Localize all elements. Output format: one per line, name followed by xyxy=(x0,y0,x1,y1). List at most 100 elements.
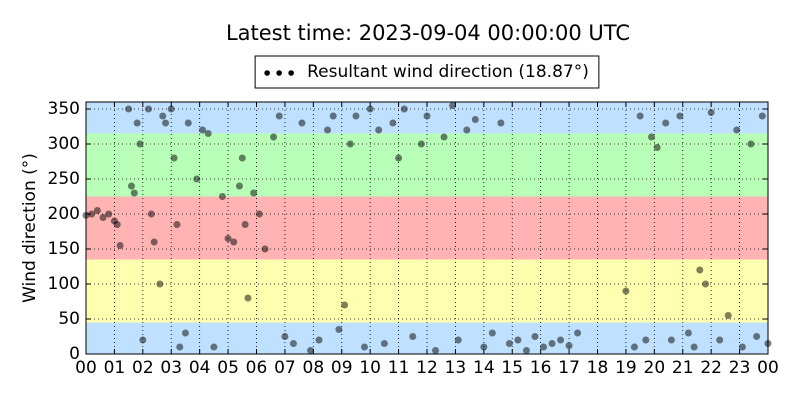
point xyxy=(193,175,201,183)
point xyxy=(346,140,354,148)
point xyxy=(557,336,565,344)
point xyxy=(758,112,766,120)
y-tick-label: 350 xyxy=(48,99,80,119)
point xyxy=(176,343,184,351)
point xyxy=(113,221,121,228)
point xyxy=(690,343,698,351)
point xyxy=(389,119,397,127)
point xyxy=(417,140,425,148)
point xyxy=(497,119,505,127)
point xyxy=(423,112,431,120)
legend-dot xyxy=(288,70,294,76)
point xyxy=(204,130,212,137)
point xyxy=(488,329,496,337)
x-tick-label: 09 xyxy=(331,358,353,378)
point xyxy=(522,347,530,354)
point xyxy=(244,294,252,302)
point xyxy=(647,133,655,141)
point xyxy=(162,119,170,127)
point xyxy=(298,119,306,127)
x-tick-label: 15 xyxy=(501,358,523,378)
point xyxy=(360,343,368,351)
y-tick-label: 300 xyxy=(48,134,80,154)
x-tick-label: 22 xyxy=(700,358,722,378)
point xyxy=(315,336,323,344)
point xyxy=(210,343,218,351)
point xyxy=(130,189,138,197)
point xyxy=(93,207,101,214)
legend-marker xyxy=(264,70,294,76)
y-tick-label: 100 xyxy=(48,274,80,294)
point xyxy=(105,210,113,218)
point xyxy=(235,182,243,190)
point xyxy=(747,140,755,148)
point xyxy=(662,119,670,127)
y-tick-label: 200 xyxy=(48,204,80,224)
y-tick-label: 250 xyxy=(48,169,80,189)
point xyxy=(400,105,408,113)
point xyxy=(724,312,732,319)
point xyxy=(630,343,638,351)
point xyxy=(145,105,153,113)
point xyxy=(514,336,522,344)
x-tick-label: 23 xyxy=(729,358,751,378)
x-tick-label: 17 xyxy=(558,358,580,378)
x-tick-label: 12 xyxy=(416,358,438,378)
point xyxy=(636,112,644,120)
point xyxy=(139,336,147,344)
point xyxy=(136,140,144,148)
x-tick-label: 13 xyxy=(445,358,467,378)
point xyxy=(156,280,164,288)
point xyxy=(642,336,650,344)
point xyxy=(449,102,457,109)
bands xyxy=(86,102,768,354)
point xyxy=(224,235,232,242)
legend-dot xyxy=(276,70,282,76)
point xyxy=(241,221,249,228)
y-tick-label: 150 xyxy=(48,239,80,259)
point xyxy=(753,333,761,340)
legend: Resultant wind direction (18.87°) xyxy=(254,55,600,89)
point xyxy=(329,112,337,120)
axes: 0 50 100 150 200 250 300 350 00 01 02 03 04 05 06 07 08 0… xyxy=(48,99,779,378)
legend-dot xyxy=(264,70,270,76)
point xyxy=(125,105,133,113)
point xyxy=(341,301,349,309)
x-tick-label: 05 xyxy=(217,358,239,378)
point xyxy=(306,347,314,354)
point xyxy=(667,336,675,344)
point xyxy=(574,329,582,337)
point xyxy=(199,126,207,134)
point xyxy=(531,333,539,340)
point xyxy=(505,340,513,347)
point xyxy=(738,343,746,351)
y-axis-label: Wind direction (°) xyxy=(20,153,40,303)
x-tick-label: 08 xyxy=(303,358,325,378)
point xyxy=(275,112,283,120)
point xyxy=(181,329,189,337)
point xyxy=(289,340,297,347)
x-tick-label: 21 xyxy=(672,358,694,378)
point xyxy=(281,333,289,340)
point xyxy=(366,105,374,113)
point xyxy=(250,189,258,197)
x-tick-label: 14 xyxy=(473,358,495,378)
point xyxy=(684,329,692,337)
point xyxy=(261,245,269,253)
point xyxy=(270,133,278,141)
point xyxy=(375,126,383,134)
x-tick-label: 19 xyxy=(615,358,637,378)
point xyxy=(218,193,226,200)
x-tick-label: 11 xyxy=(388,358,410,378)
legend-label: Resultant wind direction (18.87°) xyxy=(307,62,589,82)
y-tick-label: 0 xyxy=(69,344,80,364)
point xyxy=(173,221,181,228)
point xyxy=(463,126,471,134)
point xyxy=(696,266,704,274)
x-tick-label: 02 xyxy=(132,358,154,378)
point xyxy=(88,210,96,218)
point xyxy=(167,105,175,113)
point xyxy=(170,154,178,162)
point xyxy=(701,280,709,288)
